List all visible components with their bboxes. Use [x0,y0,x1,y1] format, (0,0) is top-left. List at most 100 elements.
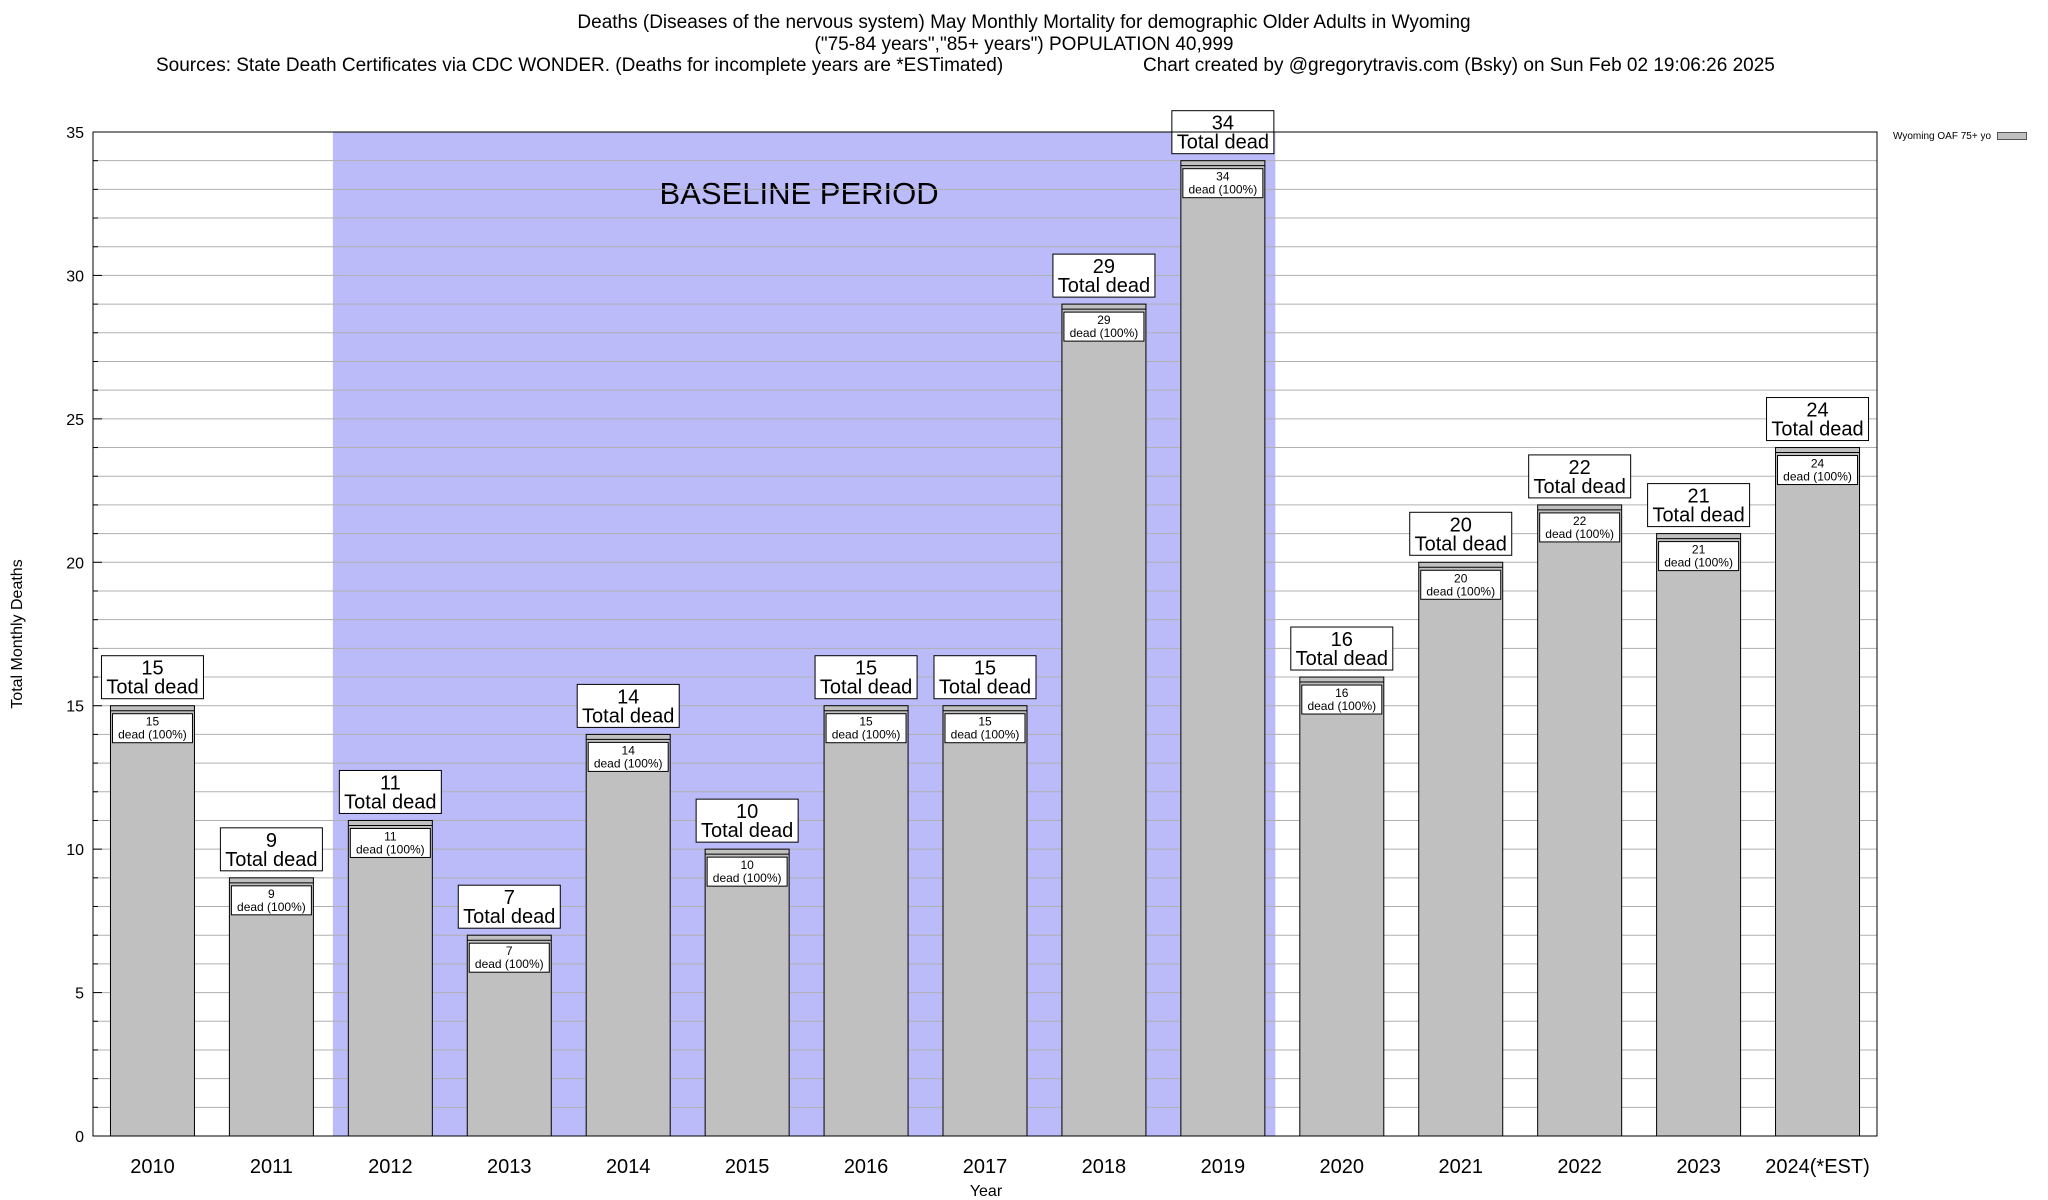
bar [109,705,195,1137]
bar-inner-label-box [587,741,669,772]
bar-inner-value: 16 [1335,686,1349,700]
x-tick-label: 2015 [725,1156,770,1178]
bar-total-value: 15 [974,658,996,680]
y-tick-label: 15 [66,699,84,716]
bar-inner-value: 15 [978,715,992,729]
bar-total-label-box [457,884,561,929]
bar-total-value: 34 [1212,113,1234,135]
bar-total-label: Total dead [344,791,436,813]
bar-total-value: 21 [1687,486,1709,508]
bar-total-label: Total dead [1177,132,1269,154]
bar [585,733,671,1137]
bar-inner-label: dead (100%) [951,728,1020,742]
bar-inner-value: 11 [384,829,397,843]
bar-total-label-box [100,655,204,700]
bar-total-label-box [1290,626,1394,671]
bar [1418,561,1504,1137]
source-note: Sources: State Death Certificates via CD… [156,55,1004,76]
bar [228,877,314,1137]
x-tick-label: 2012 [368,1156,413,1178]
bar-inner-label-box [1777,455,1859,486]
legend-swatch [1997,132,2028,141]
x-tick-label: 2018 [1082,1156,1127,1178]
bar-inner-value: 21 [1692,543,1706,557]
bar-inner-label-box [349,827,431,858]
title-line-1: Deaths (Diseases of the nervous system) … [577,12,1471,33]
x-tick-label: 2010 [130,1156,175,1178]
x-tick-label: 2014 [606,1156,651,1178]
credit-note: Chart created by @gregorytravis.com (Bsk… [1143,55,1775,76]
bar-total-label: Total dead [1652,505,1744,527]
legend: Wyoming OAF 75+ yo [1893,131,2028,143]
baseline-label: BASELINE PERIOD [660,176,939,211]
bar-inner-value: 29 [1097,313,1111,327]
bar-total-value: 9 [266,830,277,852]
bar-total-label: Total dead [1058,275,1150,297]
chart-title: Deaths (Diseases of the nervous system) … [0,12,2048,56]
x-tick-label: 2021 [1438,1156,1483,1178]
bar-total-label: Total dead [701,820,793,842]
bar-total-label: Total dead [582,705,674,727]
bar-inner-label-box [1539,512,1621,543]
x-tick-label: 2016 [844,1156,889,1178]
bar-inner-label: dead (100%) [1664,556,1733,570]
bar-total-label-box [1052,253,1156,298]
bar-total-label: Total dead [820,677,912,699]
bar-total-value: 15 [141,658,163,680]
bar-inner-label: dead (100%) [1189,183,1258,197]
bar-total-label-box [814,655,918,700]
bar [1299,676,1385,1137]
bar-inner-value: 7 [506,944,513,958]
y-tick-label: 20 [66,555,84,572]
bar-inner-value: 20 [1454,571,1468,585]
bar [942,705,1028,1137]
bar-inner-label-box [111,713,193,744]
x-tick-label: 2022 [1557,1156,1602,1178]
bar-inner-label-box [706,856,788,887]
bar-total-value: 10 [736,801,758,823]
bar-inner-label: dead (100%) [237,900,306,914]
bar-total-label-box [576,683,680,728]
bar-total-value: 15 [855,658,877,680]
y-tick-label: 30 [66,268,84,285]
x-tick-label: 2023 [1676,1156,1721,1178]
bar-inner-value: 22 [1573,514,1587,528]
bar-total-label-box [1528,454,1632,499]
legend-label: Wyoming OAF 75+ yo [1893,131,1992,142]
bar-total-label-box [1409,511,1513,556]
bar-inner-label-box [1182,168,1264,199]
bar-inner-label: dead (100%) [832,728,901,742]
bar-inner-label-box [825,713,907,744]
bar-inner-label-box [1420,569,1502,600]
y-tick-label: 10 [66,842,84,859]
bar-total-value: 7 [504,887,515,909]
bar [704,848,790,1137]
bar-inner-label: dead (100%) [1545,527,1614,541]
bar-inner-label: dead (100%) [594,756,663,770]
bar-total-value: 29 [1093,256,1115,278]
bar [1537,504,1623,1137]
bar-total-label-box [338,769,442,814]
bar-total-label: Total dead [1296,648,1388,670]
bar-total-label: Total dead [1771,419,1863,441]
y-tick-label: 5 [75,986,84,1003]
bar-total-label: Total dead [939,677,1031,699]
bar-total-label-box [1766,397,1870,442]
bar-total-value: 14 [617,686,639,708]
bar-inner-label: dead (100%) [475,957,544,971]
bar-inner-label: dead (100%) [1070,326,1139,340]
y-axis-title: Total Monthly Deaths [9,559,26,708]
x-tick-label: 2024(*EST) [1765,1156,1870,1178]
bar-inner-label: dead (100%) [1426,584,1495,598]
bar-total-label: Total dead [1534,476,1626,498]
bar-inner-label: dead (100%) [1783,470,1852,484]
bar [1775,447,1861,1137]
x-tick-label: 2011 [250,1156,293,1178]
x-tick-label: 2013 [487,1156,532,1178]
bar-total-value: 16 [1331,629,1353,651]
bar-inner-value: 9 [268,887,275,901]
bar-inner-value: 34 [1216,170,1230,184]
bar [1061,303,1147,1137]
bar-total-value: 22 [1569,457,1591,479]
bar-total-label: Total dead [1415,533,1507,555]
